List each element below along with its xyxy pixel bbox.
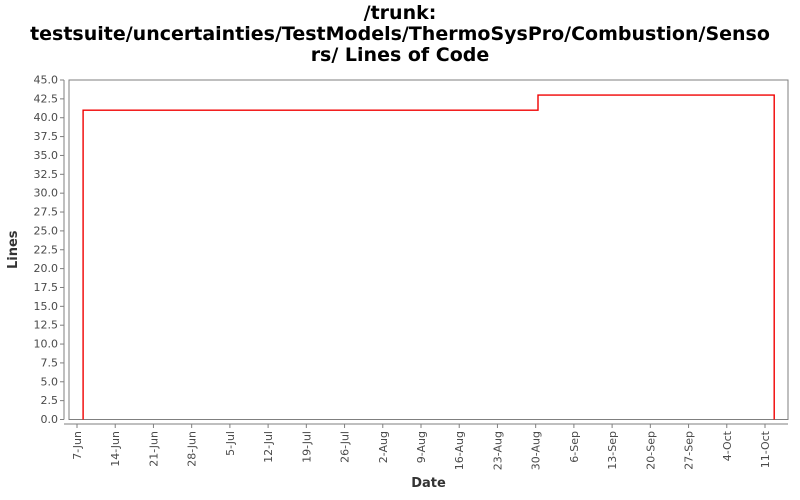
y-tick-label: 40.0 [34, 111, 59, 124]
y-tick-label: 17.5 [34, 281, 59, 294]
chart-title-line3: rs/ Lines of Code [310, 44, 490, 66]
y-tick-label: 35.0 [34, 149, 59, 162]
x-tick-label: 5-Jul [224, 431, 237, 456]
y-tick-label: 7.5 [41, 356, 59, 369]
y-tick-label: 37.5 [34, 130, 59, 143]
x-tick-label: 7-Jun [71, 431, 84, 460]
x-tick-label: 28-Jun [186, 431, 199, 467]
y-tick-label: 25.0 [34, 224, 59, 237]
plot-frame [68, 79, 789, 420]
y-tick-label: 2.5 [41, 394, 59, 407]
x-tick-label: 4-Oct [721, 430, 734, 461]
y-tick-label: 32.5 [34, 168, 59, 181]
x-tick-label: 26-Jul [339, 431, 352, 463]
y-tick-label: 15.0 [34, 300, 59, 313]
y-tick-label: 12.5 [34, 319, 59, 332]
y-tick-label: 20.0 [34, 262, 59, 275]
y-tick-label: 30.0 [34, 187, 59, 200]
x-tick-label: 19-Jul [300, 431, 313, 463]
x-tick-label: 27-Sep [683, 431, 696, 470]
y-tick-label: 22.5 [34, 243, 59, 256]
x-tick-label: 21-Jun [147, 431, 160, 467]
y-tick-label: 27.5 [34, 206, 59, 219]
y-tick-label: 5.0 [41, 375, 59, 388]
x-tick-label: 12-Jul [262, 431, 275, 463]
x-tick-label: 11-Oct [759, 430, 772, 468]
x-tick-label: 9-Aug [415, 431, 428, 463]
y-tick-label: 45.0 [34, 74, 59, 87]
x-tick-label: 30-Aug [530, 431, 543, 470]
y-tick-label: 42.5 [34, 92, 59, 105]
chart-title: /trunk: testsuite/uncertainties/TestMode… [0, 3, 800, 66]
x-tick-label: 20-Sep [644, 431, 657, 470]
loc-series-line [82, 94, 775, 420]
y-axis-title: Lines [6, 230, 21, 269]
x-axis-title: Date [411, 476, 446, 491]
x-tick-label: 23-Aug [491, 431, 504, 470]
x-tick-label: 16-Aug [453, 431, 466, 470]
y-tick-label: 10.0 [34, 338, 59, 351]
y-tick-label: 0.0 [41, 413, 59, 426]
chart-title-line1: /trunk: [363, 2, 437, 24]
chart-title-line2: testsuite/uncertainties/TestModels/Therm… [30, 23, 770, 45]
x-tick-label: 6-Sep [568, 431, 581, 463]
x-tick-label: 2-Aug [377, 431, 390, 463]
x-tick-label: 14-Jun [109, 431, 122, 467]
x-tick-label: 13-Sep [606, 431, 619, 470]
